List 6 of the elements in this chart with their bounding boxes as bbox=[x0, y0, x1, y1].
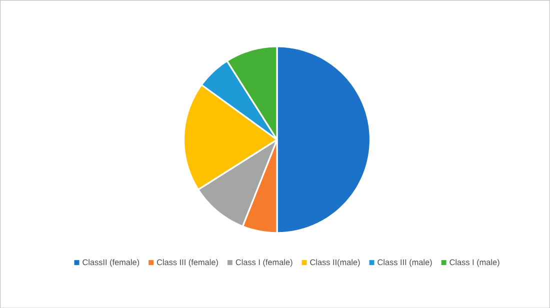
legend-label: ClassII (female) bbox=[82, 258, 140, 267]
legend-label: Class III (male) bbox=[378, 258, 432, 267]
legend-label: Class III (female) bbox=[156, 258, 218, 267]
legend-label: Class I (female) bbox=[236, 258, 292, 267]
legend-label: Class II(male) bbox=[310, 258, 360, 267]
legend-label: Class I (male) bbox=[450, 258, 500, 267]
